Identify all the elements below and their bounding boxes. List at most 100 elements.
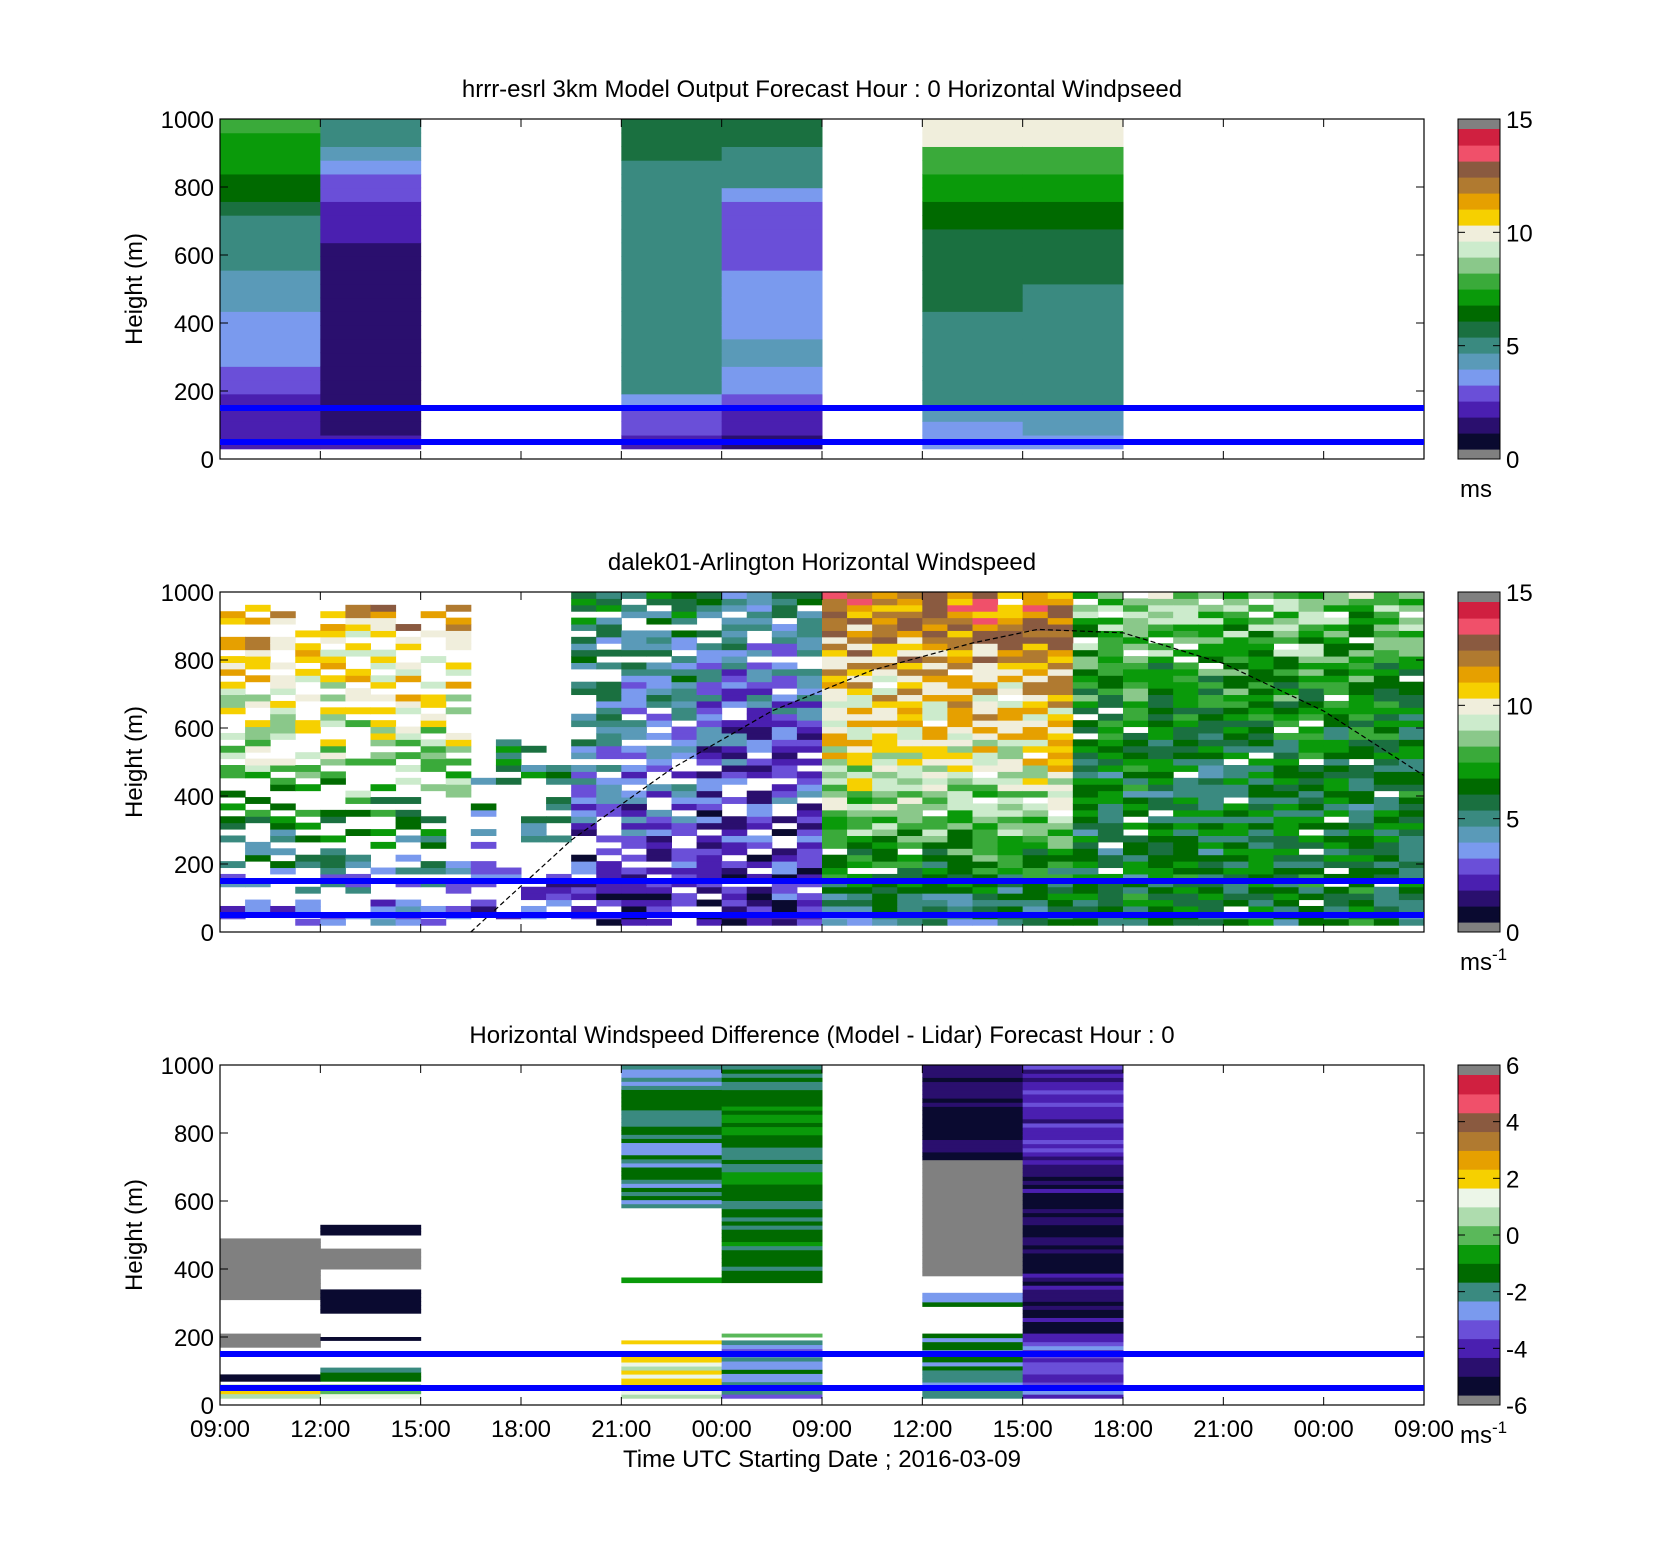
colorbar-swatch <box>1458 906 1500 923</box>
speed-cell <box>1248 668 1274 676</box>
colorbar-swatch <box>1458 225 1500 242</box>
speed-cell <box>1323 893 1350 901</box>
speed-cell <box>1148 662 1174 670</box>
speed-cell <box>1022 649 1049 657</box>
speed-cell <box>721 624 748 631</box>
speed-cell <box>1173 809 1199 817</box>
speed-cell <box>596 598 622 606</box>
difference-cell <box>1022 1390 1124 1395</box>
speed-cell <box>1047 797 1074 804</box>
speed-cell <box>1323 784 1350 792</box>
speed-cell <box>1298 822 1325 830</box>
difference-cell <box>1022 1309 1124 1314</box>
difference-cell <box>721 1118 823 1123</box>
speed-cell <box>1273 790 1300 798</box>
speed-cell <box>1022 643 1049 651</box>
speed-cell <box>847 611 873 619</box>
speed-cell <box>721 187 823 202</box>
speed-cell <box>1198 899 1224 907</box>
speed-cell <box>220 270 321 285</box>
speed-cell <box>270 720 296 728</box>
colorbar-tick-label: 15 <box>1506 107 1533 134</box>
speed-cell <box>822 700 848 708</box>
speed-cell <box>897 752 923 760</box>
speed-cell <box>546 899 572 907</box>
speed-cell <box>1022 835 1049 843</box>
difference-cell <box>621 1171 723 1176</box>
speed-cell <box>1148 668 1174 676</box>
speed-cell <box>571 790 597 798</box>
speed-cell <box>1373 809 1400 817</box>
speed-cell <box>972 739 999 747</box>
speed-cell <box>872 624 898 631</box>
speed-cell <box>1348 803 1375 811</box>
difference-cell <box>320 1228 422 1233</box>
speed-cell <box>1373 732 1400 740</box>
y-tick-label: 400 <box>174 1257 214 1284</box>
speed-cell <box>1348 809 1375 817</box>
speed-cell <box>1148 848 1174 856</box>
speed-cell <box>1022 873 1049 881</box>
speed-cell <box>646 598 672 606</box>
speed-cell <box>947 797 973 804</box>
speed-cell <box>1173 905 1199 913</box>
speed-cell <box>721 617 748 625</box>
speed-cell <box>245 797 271 804</box>
speed-cell <box>947 592 973 599</box>
speed-cell <box>1348 598 1375 606</box>
speed-cell <box>1022 201 1124 216</box>
speed-cell <box>1097 656 1124 663</box>
colorbar-swatch <box>1458 682 1500 699</box>
speed-cell <box>1022 713 1049 721</box>
difference-cell <box>1022 1172 1124 1177</box>
speed-cell <box>897 854 923 862</box>
speed-cell <box>1022 242 1124 257</box>
speed-cell <box>1022 700 1049 708</box>
speed-cell <box>1248 636 1274 644</box>
speed-cell <box>1148 630 1174 638</box>
speed-cell <box>1198 797 1224 804</box>
speed-cell <box>370 624 397 631</box>
speed-cell <box>721 848 748 856</box>
speed-cell <box>997 656 1024 663</box>
difference-cell <box>1022 1216 1124 1222</box>
speed-cell <box>1298 918 1325 926</box>
speed-cell <box>696 918 723 926</box>
speed-cell <box>646 765 672 772</box>
speed-cell <box>897 739 923 747</box>
difference-cell <box>922 1267 1024 1273</box>
speed-cell <box>1298 611 1325 619</box>
difference-cell <box>320 1248 422 1254</box>
speed-cell <box>746 893 773 901</box>
difference-cell <box>1022 1160 1124 1165</box>
speed-cell <box>671 732 698 740</box>
speed-cell <box>621 720 647 728</box>
speed-cell <box>245 816 271 824</box>
speed-cell <box>345 829 371 836</box>
difference-cell <box>922 1122 1024 1128</box>
speed-cell <box>270 848 296 856</box>
speed-cell <box>1022 816 1049 824</box>
speed-cell <box>445 745 472 753</box>
speed-cell <box>245 765 271 772</box>
speed-cell <box>295 752 321 760</box>
difference-cell <box>721 1373 823 1379</box>
difference-cell <box>721 1212 823 1218</box>
speed-cell <box>1047 675 1074 683</box>
speed-cell <box>721 835 748 843</box>
speed-cell <box>571 797 597 804</box>
speed-cell <box>1072 604 1099 612</box>
speed-cell <box>1373 681 1400 689</box>
speed-cell <box>1047 867 1074 875</box>
speed-cell <box>947 867 973 875</box>
speed-cell <box>621 242 723 257</box>
speed-cell <box>1248 656 1274 663</box>
speed-cell <box>1022 325 1124 340</box>
difference-cell <box>922 1259 1024 1264</box>
speed-cell <box>1348 829 1375 836</box>
speed-cell <box>922 771 948 779</box>
speed-cell <box>796 611 823 619</box>
speed-cell <box>1173 822 1199 830</box>
difference-cell <box>621 1150 723 1156</box>
speed-cell <box>1022 893 1049 901</box>
